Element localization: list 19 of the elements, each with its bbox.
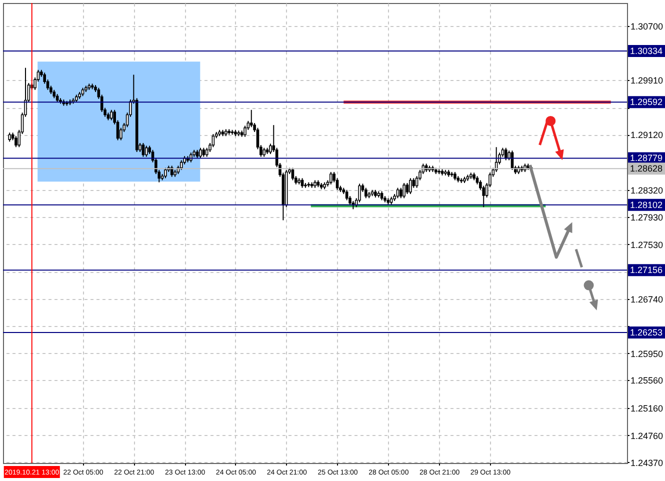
ref-line-label: 1.28779	[630, 153, 663, 164]
y-tick-label: 1.27930	[630, 212, 664, 222]
y-tick-label: 1.29910	[630, 76, 664, 86]
y-tick-label: 1.25160	[630, 403, 664, 414]
y-tick-label: 1.26740	[630, 294, 664, 304]
ref-line-label: 1.27156	[630, 265, 663, 276]
ref-line-label: 1.26253	[630, 327, 663, 338]
ref-line-label: 1.29592	[630, 97, 663, 108]
y-tick-label: 1.27530	[630, 240, 664, 250]
ref-line-label: 1.30334	[630, 46, 663, 56]
y-tick-label: 1.25950	[630, 348, 664, 359]
y-tick-label: 1.29120	[630, 130, 664, 140]
y-tick-label: 1.30700	[630, 21, 664, 32]
ref-line-label: 1.28102	[630, 200, 663, 210]
ref-line-label: 1.28628	[630, 164, 663, 174]
y-tick-label: 1.24760	[630, 430, 664, 441]
y-tick-label: 1.24370	[630, 458, 664, 468]
y-tick-label: 1.25560	[630, 376, 664, 386]
y-tick-label: 1.28320	[630, 185, 664, 196]
